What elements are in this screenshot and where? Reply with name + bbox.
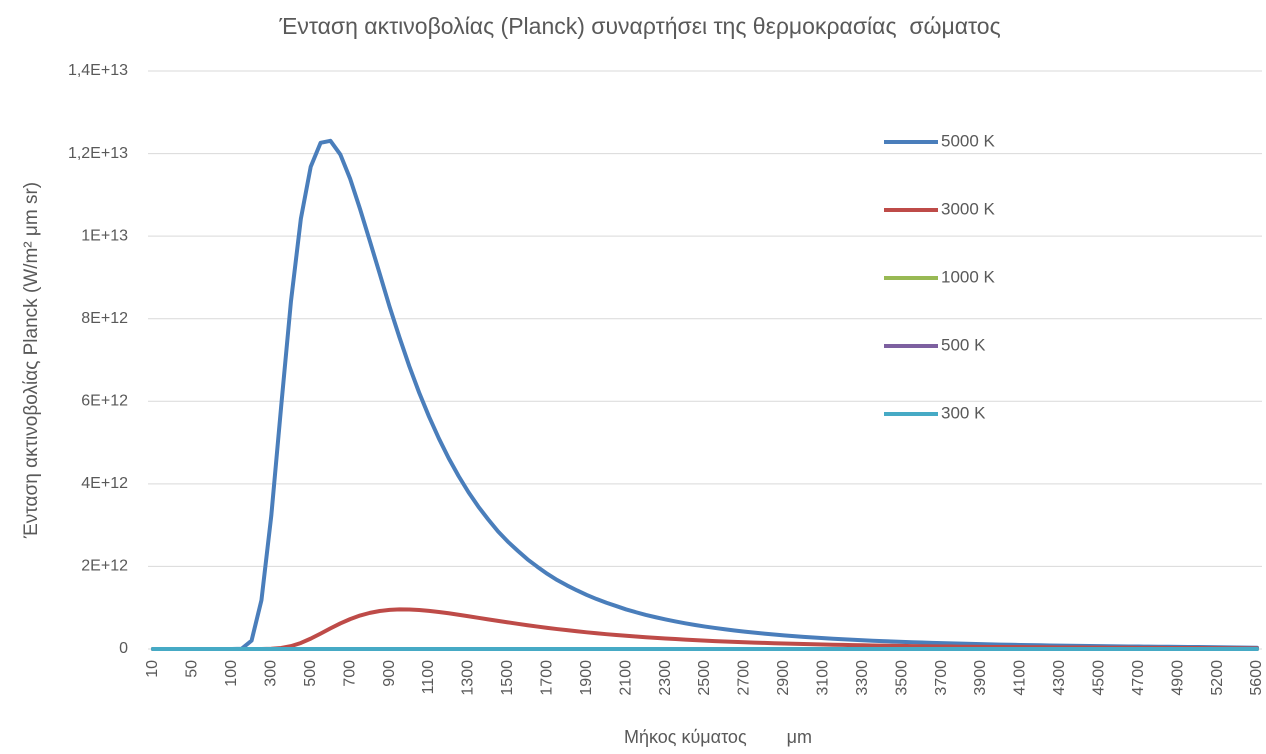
y-tick-label: 1,2E+13 — [68, 145, 128, 162]
x-axis-title: Μήκος κύματος μm — [624, 727, 812, 747]
x-tick-label: 4300 — [1051, 660, 1068, 696]
x-tick-label: 1100 — [420, 660, 437, 695]
x-tick-label: 3300 — [854, 660, 871, 696]
legend-label: 1000 K — [941, 267, 996, 286]
x-tick-label: 4500 — [1091, 660, 1108, 696]
series-line — [151, 138, 1259, 651]
x-tick-label: 300 — [263, 660, 280, 687]
x-tick-label: 2500 — [696, 660, 713, 696]
legend-label: 3000 K — [941, 199, 996, 218]
y-tick-label: 8E+12 — [81, 310, 128, 327]
x-tick-label: 100 — [223, 660, 240, 687]
x-tick-label: 1500 — [499, 660, 516, 696]
series-line — [151, 607, 1259, 651]
y-tick-label: 1,4E+13 — [68, 62, 128, 79]
legend-label: 5000 K — [941, 131, 996, 150]
x-tick-label: 2100 — [617, 660, 634, 696]
y-tick-label: 0 — [119, 640, 128, 657]
x-tick-label: 3500 — [893, 660, 910, 696]
y-tick-label: 1E+13 — [81, 227, 128, 244]
x-tick-label: 900 — [381, 660, 398, 687]
x-tick-label: 500 — [302, 660, 319, 687]
legend-label: 500 K — [941, 335, 986, 354]
x-tick-label: 1300 — [460, 660, 477, 696]
x-tick-label: 10 — [144, 660, 161, 678]
x-tick-label: 2700 — [736, 660, 753, 696]
y-tick-label: 2E+12 — [81, 558, 128, 575]
x-tick-label: 4700 — [1130, 660, 1147, 696]
x-tick-label: 5600 — [1248, 660, 1265, 696]
y-axis-title: Ένταση ακτινοβολίας Planck (W/m² μm sr) — [21, 182, 42, 539]
legend-label: 300 K — [941, 403, 986, 422]
x-tick-label: 2300 — [657, 660, 674, 696]
y-tick-label: 4E+12 — [81, 475, 128, 492]
x-tick-label: 2900 — [775, 660, 792, 696]
y-tick-label: 6E+12 — [81, 393, 128, 410]
x-tick-label: 50 — [184, 660, 201, 678]
x-tick-label: 5200 — [1209, 660, 1226, 696]
x-tick-label: 700 — [341, 660, 358, 687]
x-tick-label: 3900 — [972, 660, 989, 696]
x-tick-label: 3100 — [815, 660, 832, 696]
chart-title: Ένταση ακτινοβολίας (Planck) συναρτήσει … — [278, 13, 1000, 39]
x-tick-label: 1900 — [578, 660, 595, 696]
x-tick-label: 4100 — [1012, 660, 1029, 696]
x-tick-label: 1700 — [539, 660, 556, 696]
x-tick-label: 4900 — [1169, 660, 1186, 696]
x-tick-label: 3700 — [933, 660, 950, 696]
